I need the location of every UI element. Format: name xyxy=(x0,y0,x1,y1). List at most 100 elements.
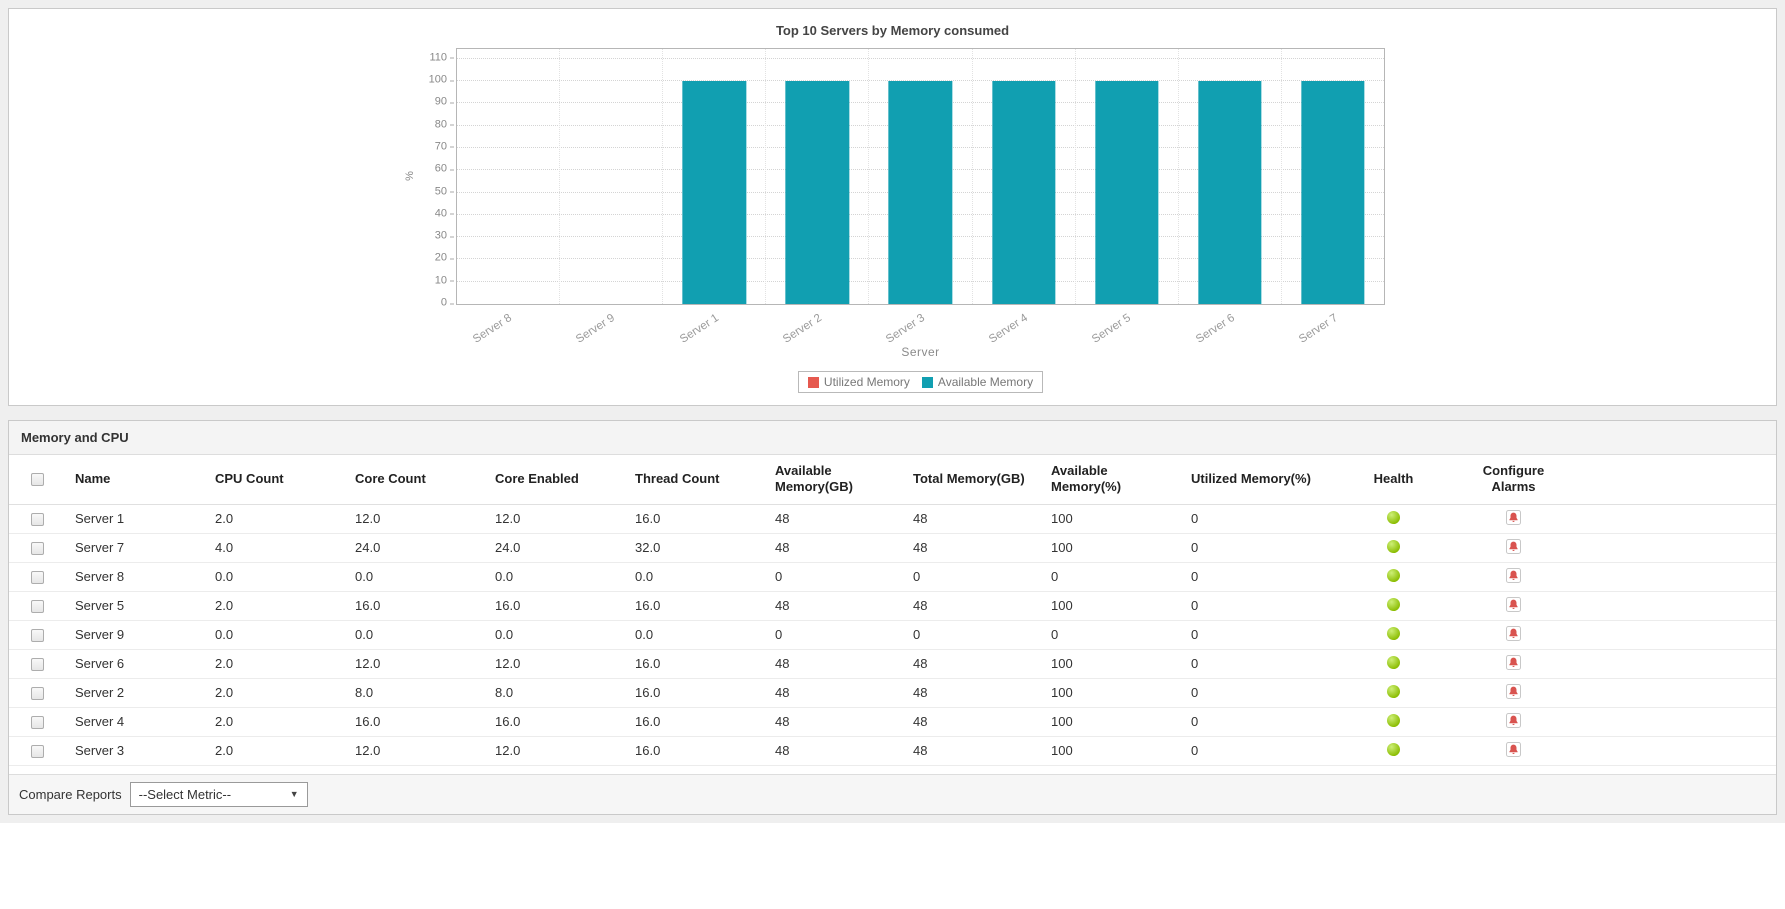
row-checkbox-cell xyxy=(9,736,65,766)
cell-filler xyxy=(1571,649,1776,679)
y-tick-label: 30 xyxy=(434,229,455,242)
configure-alarm-icon[interactable] xyxy=(1506,741,1521,757)
cell-configure-alarms xyxy=(1456,533,1571,563)
y-tick-label: 60 xyxy=(434,162,455,175)
x-axis-labels: Server 8 Server 9 Server 1 Server 2 Server 3… xyxy=(456,305,1385,346)
configure-alarm-icon[interactable] xyxy=(1506,683,1521,699)
cell-total-memory-gb: 48 xyxy=(903,591,1041,621)
column-header-name: Name xyxy=(65,455,205,505)
row-checkbox-cell xyxy=(9,707,65,737)
cell-utilized-memory-pct: 0 xyxy=(1181,707,1331,737)
cell-utilized-memory-pct: 0 xyxy=(1181,591,1331,621)
configure-alarm-icon[interactable] xyxy=(1506,712,1521,728)
cell-total-memory-gb: 48 xyxy=(903,707,1041,737)
table-row: Server 6 2.0 12.0 12.0 16.0 48 48 100 0 xyxy=(9,649,1776,679)
health-status-icon xyxy=(1387,510,1400,524)
legend-swatch xyxy=(921,376,933,388)
table-row: Server 1 2.0 12.0 12.0 16.0 48 48 100 0 xyxy=(9,504,1776,534)
cell-core-enabled: 0.0 xyxy=(485,562,625,592)
cell-name: Server 8 xyxy=(65,562,205,592)
cell-utilized-memory-pct: 0 xyxy=(1181,533,1331,563)
cell-core-enabled: 12.0 xyxy=(485,736,625,766)
select-all-checkbox[interactable] xyxy=(30,473,44,487)
y-tick-label: 110 xyxy=(429,51,454,64)
cell-filler xyxy=(1571,562,1776,592)
bar-slot-server-5 xyxy=(1076,49,1179,304)
configure-alarm-icon[interactable] xyxy=(1506,509,1521,525)
bar-slot-server-6 xyxy=(1179,49,1282,304)
row-checkbox[interactable] xyxy=(30,571,44,585)
server-table-body: Server 1 2.0 12.0 12.0 16.0 48 48 100 0 … xyxy=(9,504,1776,766)
health-status-icon xyxy=(1387,568,1400,582)
row-checkbox[interactable] xyxy=(30,513,44,527)
dashboard-page: Top 10 Servers by Memory consumed % 0 10 2… xyxy=(0,0,1785,823)
cell-available-memory-gb: 48 xyxy=(765,504,903,534)
column-header-health: Health xyxy=(1331,455,1456,505)
cell-configure-alarms xyxy=(1456,562,1571,592)
y-tick-label: 20 xyxy=(434,251,455,264)
configure-alarm-icon[interactable] xyxy=(1506,538,1521,554)
metric-select[interactable]: --Select Metric-- ▼ xyxy=(129,781,308,807)
row-checkbox[interactable] xyxy=(30,716,44,730)
table-row: Server 4 2.0 16.0 16.0 16.0 48 48 100 0 xyxy=(9,707,1776,737)
configure-alarm-icon[interactable] xyxy=(1506,596,1521,612)
y-axis-title-text: % xyxy=(404,170,416,181)
cell-core-count: 8.0 xyxy=(345,678,485,708)
column-header-core-enabled: Core Enabled xyxy=(485,455,625,505)
configure-alarm-icon[interactable] xyxy=(1506,654,1521,670)
cell-name: Server 2 xyxy=(65,678,205,708)
row-checkbox[interactable] xyxy=(30,600,44,614)
column-header-core-count: Core Count xyxy=(345,455,485,505)
cell-core-count: 16.0 xyxy=(345,591,485,621)
row-checkbox[interactable] xyxy=(30,745,44,759)
x-tick-label: Server 9 xyxy=(574,312,618,346)
bar-slot-server-4 xyxy=(973,49,1076,304)
bar-slot-server-7 xyxy=(1282,49,1384,304)
health-status-icon xyxy=(1387,597,1400,611)
bar-available-memory xyxy=(1095,81,1159,304)
bar-slot-server-3 xyxy=(869,49,973,304)
chevron-down-icon: ▼ xyxy=(289,789,299,799)
configure-alarm-icon[interactable] xyxy=(1506,625,1521,641)
cell-cpu-count: 2.0 xyxy=(205,736,345,766)
cell-available-memory-pct: 100 xyxy=(1041,736,1181,766)
cell-thread-count: 16.0 xyxy=(625,736,765,766)
bar-available-memory xyxy=(991,81,1056,304)
row-checkbox[interactable] xyxy=(30,542,44,556)
configure-alarm-icon[interactable] xyxy=(1506,567,1521,583)
row-checkbox-cell xyxy=(9,591,65,621)
section-title: Memory and CPU xyxy=(9,421,1776,455)
cell-name: Server 4 xyxy=(65,707,205,737)
cell-thread-count: 0.0 xyxy=(625,562,765,592)
cell-configure-alarms xyxy=(1456,707,1571,737)
cell-filler xyxy=(1571,620,1776,650)
row-checkbox[interactable] xyxy=(30,687,44,701)
cell-core-count: 12.0 xyxy=(345,504,485,534)
cell-filler xyxy=(1571,504,1776,534)
table-row: Server 3 2.0 12.0 12.0 16.0 48 48 100 0 xyxy=(9,736,1776,766)
cell-available-memory-gb: 0 xyxy=(765,562,903,592)
cell-core-enabled: 8.0 xyxy=(485,678,625,708)
cell-total-memory-gb: 0 xyxy=(903,562,1041,592)
row-checkbox-cell xyxy=(9,504,65,534)
cell-thread-count: 32.0 xyxy=(625,533,765,563)
row-checkbox[interactable] xyxy=(30,658,44,672)
health-status-icon xyxy=(1387,626,1400,640)
cell-core-count: 12.0 xyxy=(345,736,485,766)
health-status-icon xyxy=(1387,655,1400,669)
row-checkbox[interactable] xyxy=(30,629,44,643)
bar-available-memory xyxy=(1198,81,1262,304)
cell-filler xyxy=(1571,678,1776,708)
health-status-icon xyxy=(1387,684,1400,698)
cell-available-memory-pct: 100 xyxy=(1041,591,1181,621)
x-tick-label: Server 5 xyxy=(1090,312,1134,346)
cell-available-memory-gb: 48 xyxy=(765,591,903,621)
cell-filler xyxy=(1571,591,1776,621)
cell-utilized-memory-pct: 0 xyxy=(1181,736,1331,766)
table-row: Server 9 0.0 0.0 0.0 0.0 0 0 0 0 xyxy=(9,620,1776,650)
x-tick-label: Server 7 xyxy=(1296,312,1340,346)
legend-label: Utilized Memory xyxy=(823,375,910,389)
cell-total-memory-gb: 48 xyxy=(903,649,1041,679)
x-tick-label: Server 6 xyxy=(1193,312,1237,346)
cell-health xyxy=(1331,620,1456,650)
